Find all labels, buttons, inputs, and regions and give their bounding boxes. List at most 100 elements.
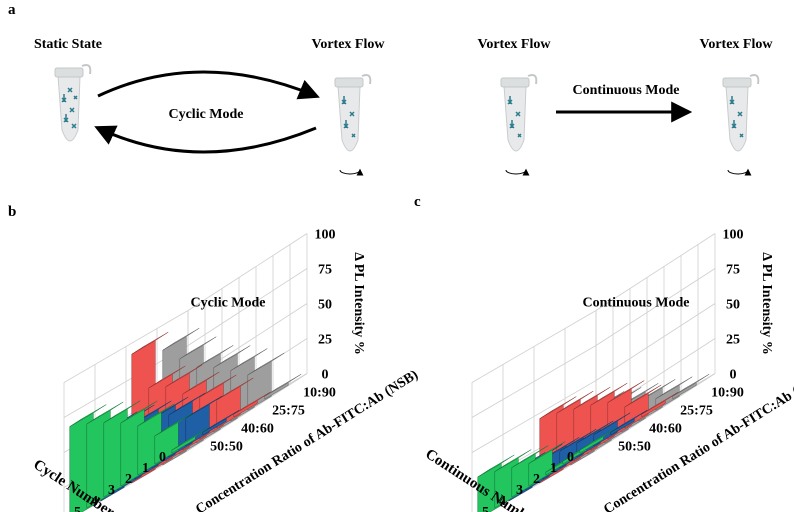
bar-face-top [477,454,515,478]
grid-line [187,373,308,451]
bar-face-top [165,364,203,388]
bar-face-top [168,392,206,416]
z-tick-label: 100 [315,228,336,243]
x-tick-label: 5 [74,505,81,512]
bar-face-top [624,384,662,408]
z-tick-label: 100 [723,228,744,243]
y-tick-label: 40:60 [649,422,682,437]
bar-face-top [607,380,645,403]
x-tick-label: 2 [125,472,132,487]
bar-face-top [148,365,186,389]
bar-face-top [579,427,617,451]
bar-50:50-x3 [528,441,566,487]
bar-face-top [655,376,693,400]
bar-face-top [233,391,271,415]
bar-25:75-x1 [216,377,254,429]
bar-face-top [216,377,254,401]
tube-vortex-3-icon [722,74,760,176]
chart-bars [477,373,710,512]
bar-10:90-x0 [672,373,710,400]
bar-face-top [103,400,141,424]
bar-face-top [559,428,597,452]
y-tick-label: 50:50 [618,440,651,455]
bar-face-top [511,445,549,468]
y-tick-label: 10:90 [303,386,336,401]
label-vortex-flow-2: Vortex Flow [478,37,552,52]
x-tick-label: 3 [108,483,115,498]
x-tick-label: 3 [516,483,523,498]
bar-face-top [162,327,200,351]
bar-face-top [196,345,234,368]
bar-face-top [593,412,631,436]
cyclic-arrow-forward [97,70,320,100]
panel-label-c: c [414,194,421,210]
x-tick-labels: 0123456 [482,450,574,512]
x-tick-label: 2 [533,472,540,487]
cyclic-arrow-back [94,125,317,154]
bar-face-top [610,409,648,433]
grid-line [187,233,308,311]
z-tick-label: 50 [318,298,332,313]
y-tick-label: 10:90 [711,386,744,401]
x-tick-label: 0 [159,450,166,465]
bar-40:60-x0 [202,409,240,436]
bar-face-top [137,403,175,427]
label-static-state: Static State [34,37,102,52]
z-axis-label: Δ PL Intensity % [759,252,774,355]
bar-face-top [576,420,614,444]
z-tick-labels: 0 25 50 75 100 [315,228,336,383]
x-tick-label: 5 [482,505,489,512]
x-tick-label: 1 [142,461,149,476]
z-tick-label: 0 [322,368,329,383]
y-tick-label: 50:50 [210,440,243,455]
bar-face-top [86,401,124,425]
y-tick-label: 25:75 [680,404,713,419]
bar-face-top [573,386,611,410]
x-tick-labels: 0123456 [74,450,166,512]
panel-label-a: a [8,2,16,18]
bar-25:75-x0 [641,391,679,418]
chart-bars [69,327,302,512]
bar-10:90-x0 [264,373,302,400]
z-tick-label: 0 [730,368,737,383]
grid-line [595,303,716,381]
label-vortex-flow-1: Vortex Flow [312,37,386,52]
bar-face-top [202,409,240,433]
bar-face-top [230,348,268,371]
y-tick-label: 25:75 [272,404,305,419]
bar-25:75-x0 [233,391,271,418]
bar-50:50-x0 [171,427,209,454]
bar-face-top [213,345,251,368]
bar-face-top [182,371,220,395]
label-vortex-flow-3: Vortex Flow [700,37,774,52]
bar-25:75-x1 [624,384,662,429]
bar-face-top [528,441,566,464]
bar-face-top [120,400,158,424]
panel-label-b: b [8,204,16,220]
z-tick-label: 75 [318,263,332,278]
z-tick-labels: 0 25 50 75 100 [723,228,744,383]
bar-face-top [539,396,577,419]
label-cyclic-mode: Cyclic Mode [168,107,243,122]
bar-face-top [641,391,679,415]
grid-line [595,373,716,451]
x-tick-label: 4 [91,494,98,509]
bar-face-top [494,449,532,472]
z-tick-label: 25 [726,333,740,348]
x-tick-label: 1 [550,461,557,476]
y-tick-labels: 50:50 40:60 25:75 10:90 [618,386,744,455]
tube-vortex-2-icon [500,74,538,176]
bar-40:60-x0 [610,409,648,436]
bar-face-top [131,331,169,355]
z-axis-label: Δ PL Intensity % [351,252,366,355]
label-continuous-mode: Continuous Mode [573,83,680,98]
bar-50:50-x0 [579,427,617,454]
chart-title: Cyclic Mode [190,296,265,311]
bar-face-top [264,373,302,397]
grid-line [595,233,716,311]
x-tick-label: 0 [567,450,574,465]
bar-face-top [154,413,192,437]
y-tick-labels: 50:50 40:60 25:75 10:90 [210,386,336,455]
